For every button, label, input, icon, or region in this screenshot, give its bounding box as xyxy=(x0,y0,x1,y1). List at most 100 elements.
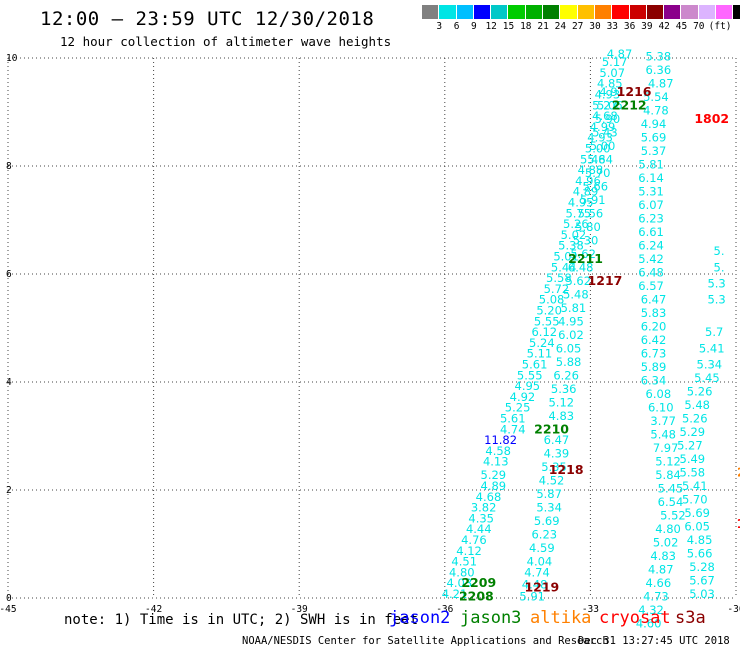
wave-height-value: 5.24 xyxy=(529,336,555,350)
wave-height-value: 5.41 xyxy=(682,479,708,493)
wave-height-value: 5.45 xyxy=(694,371,720,385)
wave-height-value: 4.78 xyxy=(643,104,669,118)
wave-height-value: 6.42 xyxy=(641,333,667,347)
wave-height-value: 5.26 xyxy=(563,217,589,231)
color-swatch xyxy=(439,5,457,19)
wave-height-value: 4.95 xyxy=(568,196,594,210)
color-scale xyxy=(422,5,740,19)
wave-height-value: 4.80 xyxy=(655,522,681,536)
lon-tick-label: -45 xyxy=(0,604,17,615)
wave-height-value: 4.96 xyxy=(575,174,601,188)
wave-height-value: 4.89 xyxy=(573,185,599,199)
wave-height-value: 6.05 xyxy=(556,341,582,355)
lon-tick-label: -42 xyxy=(145,604,162,615)
color-swatch xyxy=(473,5,492,19)
wave-height-value: 6.34 xyxy=(641,374,667,388)
wave-height-value: 5.55 xyxy=(517,368,543,382)
lon-tick-label: -30 xyxy=(727,604,740,615)
wave-height-value: 5.61 xyxy=(522,358,548,372)
wave-height-value: 5.06 xyxy=(597,98,623,112)
wave-height-value: 6.36 xyxy=(646,63,672,77)
wave-height-value: 5.81 xyxy=(561,301,587,315)
color-scale-label: 18 xyxy=(520,21,532,32)
wave-height-value: 4.21 xyxy=(442,587,468,601)
wave-height-value: 5.75 xyxy=(565,206,591,220)
lat-tick-label: 8 xyxy=(6,161,12,172)
wave-height-value: 6.12 xyxy=(531,325,557,339)
wave-height-value: 4.95 xyxy=(558,314,584,328)
wave-height-value: 6.61 xyxy=(638,225,664,239)
wave-height-value: 5.07 xyxy=(599,66,625,80)
wave-height-value: 5.12 xyxy=(655,455,681,469)
wave-height-value: 5.84 xyxy=(655,468,681,482)
color-swatch xyxy=(422,5,440,19)
wave-height-value: 6.47 xyxy=(641,293,667,307)
map-subtitle: 12 hour collection of altimeter wave hei… xyxy=(60,34,392,49)
wave-height-value: 5.34 xyxy=(697,358,723,372)
wave-height-value: 3.77 xyxy=(650,414,676,428)
wave-height-value: 4.12 xyxy=(456,544,482,558)
pass-time-label: 1219 xyxy=(524,580,559,595)
wave-height-value: 5.49 xyxy=(680,452,706,466)
wave-height-value: 5.83 xyxy=(641,306,667,320)
color-swatch xyxy=(525,5,544,19)
wave-height-value: 4.88 xyxy=(578,163,604,177)
pass-labels: 1216221218022211121718022101218201220922… xyxy=(459,84,740,604)
lon-tick-label: -39 xyxy=(291,604,308,615)
color-swatch xyxy=(716,5,734,19)
wave-height-value: 5.48 xyxy=(563,287,589,301)
wave-height-value: 6.10 xyxy=(648,401,674,415)
wave-height-value: 7.97 xyxy=(653,441,679,455)
wave-height-value: 4.87 xyxy=(607,47,633,61)
wave-height-value: 6.73 xyxy=(641,347,667,361)
pass-time-label: 1218 xyxy=(549,462,584,477)
wave-height-value: 5.45 xyxy=(658,482,684,496)
wave-height-value: 6.14 xyxy=(638,171,664,185)
wave-height-value: 6.48 xyxy=(638,266,664,280)
wave-height-value: 5.58 xyxy=(680,466,706,480)
wave-height-value: 5.28 xyxy=(689,560,715,574)
wave-height-value: 4.94 xyxy=(641,117,667,131)
pass-time-label: 2212 xyxy=(612,97,647,112)
color-scale-label: 30 xyxy=(589,21,601,32)
wave-height-value: 6.57 xyxy=(638,279,664,293)
wave-height-value: 4.80 xyxy=(449,565,475,579)
color-scale-label: 15 xyxy=(502,21,515,32)
wave-height-value: 4.39 xyxy=(544,447,570,461)
wave-height-value: 5.58 xyxy=(546,271,572,285)
wave-height-value: 4.32 xyxy=(638,603,664,617)
color-scale-label: 70 xyxy=(693,21,705,32)
wave-height-value: 5.62 xyxy=(570,247,596,261)
wave-height-value: 4.13 xyxy=(483,455,509,469)
color-scale-label: (ft) xyxy=(708,21,732,32)
wave-height-value: 5.70 xyxy=(585,166,611,180)
wave-height-value: 4.99 xyxy=(590,120,616,134)
wave-height-value: 5.84 xyxy=(587,152,613,166)
wave-height-value: 5.01 xyxy=(553,250,579,264)
color-swatch xyxy=(456,5,474,19)
lon-tick-label: -33 xyxy=(582,604,599,615)
wave-height-value: 6.24 xyxy=(638,239,664,253)
color-scale-label: 33 xyxy=(606,21,619,32)
pass-time-label: 1802 xyxy=(694,111,729,126)
wave-height-value: 4.87 xyxy=(648,563,674,577)
wave-height-value: 5.91 xyxy=(519,590,545,604)
pass-time-label: 2209 xyxy=(461,575,496,590)
wave-height-value: 6.08 xyxy=(646,387,672,401)
wave-height-value: 5.38 xyxy=(558,239,584,253)
wave-height-value: 4.51 xyxy=(451,555,477,569)
color-scale-label: 21 xyxy=(537,21,549,32)
wave-height-value: 6.23 xyxy=(638,212,664,226)
color-scale-label: 3 xyxy=(436,21,443,32)
legend-item-cryosat: cryosat xyxy=(599,608,671,628)
wave-height-value: 6.20 xyxy=(641,320,667,334)
wave-height-value: 4.83 xyxy=(548,409,574,423)
wave-height-value: 5. xyxy=(714,260,725,274)
wave-height-value: 5.67 xyxy=(689,574,715,588)
wave-height-value: 4.87 xyxy=(648,77,674,91)
wave-height-value: 5.34 xyxy=(536,501,562,515)
wave-height-value: 4.93 xyxy=(595,88,621,102)
color-scale-labels: 3 6 9 12 15 18 21 24 27 30 33 36 39 42 45 70 (ft) xyxy=(422,21,740,33)
wave-height-value: 6.05 xyxy=(684,520,710,534)
